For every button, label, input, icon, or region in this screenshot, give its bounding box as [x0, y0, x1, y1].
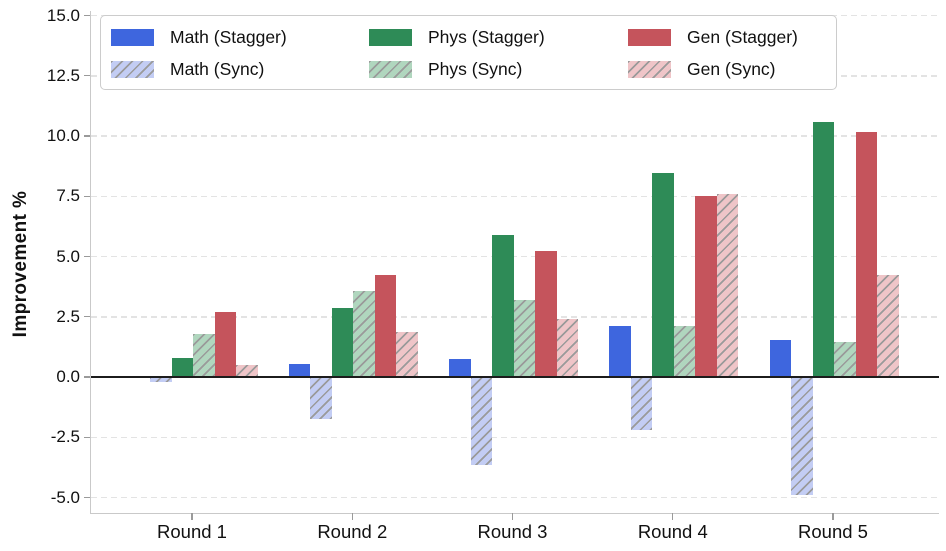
x-tick-label-round-1: Round 1 [157, 521, 227, 542]
x-tick-label-round-4: Round 4 [637, 521, 708, 542]
bar-math-stagger-round-4 [609, 326, 631, 377]
legend-swatch-gen-stagger [628, 28, 671, 46]
y-tick-mark [84, 14, 90, 17]
legend-swatch-phys-sync [369, 60, 412, 78]
y-tick-mark [84, 316, 90, 318]
y-tick-mark [84, 496, 90, 499]
bar-phys-stagger-round-3 [492, 234, 514, 377]
legend-swatch-math-stagger [111, 28, 154, 46]
zero-axis-line [91, 375, 939, 379]
bar-math-stagger-round-5 [769, 339, 791, 377]
legend-label-math-stagger: Math (Stagger) [170, 26, 287, 47]
bar-gen-sync-round-5 [877, 274, 899, 377]
legend-label-phys-stagger: Phys (Stagger) [428, 26, 545, 47]
bar-math-sync-round-4 [630, 377, 653, 430]
y-tick-mark [84, 195, 90, 197]
bar-math-sync-round-2 [310, 377, 332, 420]
y-tick-label: 7.5 [56, 186, 80, 206]
bar-math-sync-round-1 [150, 377, 172, 382]
bar-phys-sync-round-1 [193, 333, 215, 377]
legend-item-math-stagger: Math (Stagger) [111, 26, 287, 48]
bar-math-stagger-round-2 [288, 363, 311, 377]
y-tick-mark [84, 75, 90, 77]
y-tick-label: 2.5 [56, 306, 80, 326]
y-tick-mark [84, 135, 90, 137]
bar-phys-stagger-round-5 [812, 121, 834, 377]
bar-gen-stagger-round-5 [855, 132, 877, 377]
bar-phys-sync-round-3 [513, 299, 535, 377]
y-tick-label: -5.0 [50, 487, 80, 507]
bar-gen-sync-round-3 [556, 319, 578, 377]
legend-swatch-phys-stagger [369, 28, 412, 46]
y-tick-mark [84, 436, 90, 438]
x-tick-mark [511, 513, 514, 520]
gridline [91, 255, 939, 258]
legend-label-phys-sync: Phys (Sync) [428, 58, 523, 79]
legend-item-gen-sync: Gen (Sync) [628, 58, 776, 80]
bar-gen-stagger-round-1 [214, 311, 236, 377]
legend-label-math-sync: Math (Sync) [170, 58, 265, 79]
legend-label-gen-stagger: Gen (Stagger) [687, 26, 798, 47]
legend-item-phys-sync: Phys (Sync) [369, 58, 522, 80]
bar-math-sync-round-5 [791, 377, 813, 496]
gridline [91, 496, 939, 499]
legend-item-phys-stagger: Phys (Stagger) [369, 26, 545, 48]
legend-swatch-gen-sync [628, 60, 671, 78]
plot-area [90, 11, 939, 514]
bar-phys-sync-round-2 [353, 291, 375, 377]
y-tick-label: 10.0 [46, 126, 80, 145]
bar-math-sync-round-3 [470, 377, 492, 465]
x-tick-label-round-5: Round 5 [798, 521, 868, 542]
bar-gen-sync-round-1 [236, 364, 258, 377]
legend-swatch-math-sync [111, 60, 154, 78]
y-tick-label: 5.0 [56, 246, 80, 266]
y-tick-mark [84, 255, 90, 258]
legend: Math (Stagger) Math (Sync) Phys (Stagger) P… [100, 15, 837, 90]
x-tick-mark [672, 513, 674, 520]
bar-math-stagger-round-3 [449, 358, 471, 377]
x-tick-label-round-3: Round 3 [477, 521, 548, 542]
y-tick-label: 15.0 [46, 5, 80, 25]
gridline [91, 436, 939, 439]
bar-gen-stagger-round-2 [374, 274, 397, 377]
bar-gen-sync-round-4 [716, 193, 739, 377]
x-tick-mark [832, 513, 834, 520]
x-tick-mark [191, 513, 193, 520]
bar-gen-stagger-round-3 [535, 250, 557, 377]
bar-phys-sync-round-4 [673, 326, 696, 377]
legend-item-gen-stagger: Gen (Stagger) [628, 26, 798, 48]
bar-gen-sync-round-2 [396, 332, 418, 377]
y-tick-label: 12.5 [46, 65, 80, 85]
gridline [91, 195, 939, 198]
y-tick-label: 0.0 [56, 367, 80, 386]
bar-phys-stagger-round-1 [171, 357, 193, 377]
y-tick-label: -2.5 [50, 427, 80, 447]
legend-label-gen-sync: Gen (Sync) [687, 58, 776, 79]
x-tick-mark [351, 513, 353, 520]
bar-phys-stagger-round-4 [652, 173, 674, 377]
bar-phys-stagger-round-2 [331, 308, 354, 377]
y-tick-mark [84, 376, 90, 378]
x-tick-label-round-2: Round 2 [317, 521, 388, 542]
bar-phys-sync-round-5 [834, 342, 856, 377]
bar-gen-stagger-round-4 [695, 196, 717, 378]
gridline [91, 135, 939, 137]
legend-item-math-sync: Math (Sync) [111, 58, 264, 80]
